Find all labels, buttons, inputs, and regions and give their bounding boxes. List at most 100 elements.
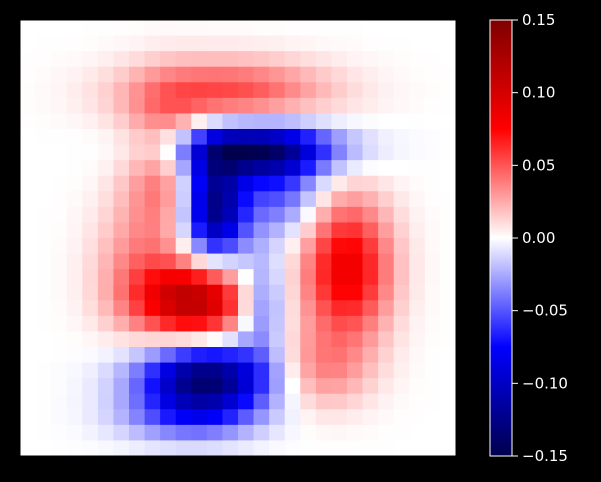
heatmap-cell [144, 206, 161, 223]
heatmap-cell [175, 35, 192, 52]
heatmap-cell [362, 284, 379, 301]
heatmap-cell [378, 175, 395, 192]
heatmap-cell [331, 393, 348, 410]
heatmap-cell [347, 424, 363, 441]
heatmap-cell [175, 129, 192, 145]
heatmap-cell [409, 191, 426, 208]
heatmap-cell [35, 424, 52, 441]
heatmap-cell [222, 331, 239, 348]
heatmap-cell [378, 424, 395, 441]
heatmap-cell [362, 424, 379, 441]
heatmap-cell [82, 222, 99, 239]
heatmap-cell [269, 51, 286, 68]
heatmap-cell [82, 269, 99, 286]
heatmap-cell [269, 269, 286, 286]
heatmap-frame [19, 19, 457, 457]
heatmap-cell [82, 284, 99, 301]
heatmap-cell [440, 20, 457, 36]
heatmap-cell [393, 409, 410, 426]
heatmap-cell [66, 20, 83, 36]
heatmap-cell [315, 191, 332, 208]
heatmap-cell [191, 113, 208, 130]
heatmap-cell [362, 300, 379, 317]
heatmap-cell [51, 113, 68, 130]
heatmap-cell [253, 331, 270, 348]
heatmap-cell [409, 409, 426, 426]
heatmap-cell [362, 113, 379, 130]
heatmap-cell [97, 284, 114, 301]
heatmap-cell [253, 20, 270, 36]
heatmap-cell [113, 300, 130, 317]
heatmap-cell [440, 160, 457, 177]
heatmap-cell [409, 440, 426, 457]
heatmap-cell [66, 97, 83, 114]
heatmap-cell [253, 35, 270, 52]
heatmap-cell [129, 378, 145, 395]
heatmap-cell [409, 82, 426, 99]
heatmap-cell [129, 424, 145, 441]
heatmap-cell [300, 238, 317, 254]
heatmap-cell [253, 206, 270, 223]
heatmap-cell [206, 97, 223, 114]
heatmap-cell [82, 97, 99, 114]
heatmap-cell [113, 129, 130, 145]
heatmap-cell [51, 424, 68, 441]
colorbar-tick-label: −0.10 [522, 374, 568, 392]
heatmap-cell [206, 300, 223, 317]
heatmap-cell [300, 362, 317, 379]
heatmap-cell [253, 409, 270, 426]
heatmap-cell [144, 347, 161, 363]
heatmap-cell [347, 331, 363, 348]
heatmap-cell [160, 144, 177, 161]
heatmap-cell [284, 269, 301, 286]
heatmap-cell [160, 35, 177, 52]
heatmap-cell [35, 378, 52, 395]
heatmap-cell [113, 191, 130, 208]
heatmap-cell [66, 393, 83, 410]
colorbar-tick-label: −0.05 [522, 302, 568, 320]
heatmap-cell [144, 222, 161, 239]
heatmap-cell [35, 300, 52, 317]
heatmap-cell [144, 191, 161, 208]
heatmap-cell [269, 160, 286, 177]
heatmap-cell [284, 97, 301, 114]
heatmap-cell [238, 35, 254, 52]
heatmap-cell [66, 82, 83, 99]
heatmap-cell [66, 222, 83, 239]
heatmap-cell [253, 284, 270, 301]
heatmap-cell [191, 393, 208, 410]
heatmap-cell [315, 20, 332, 36]
heatmap-cell [284, 378, 301, 395]
heatmap-cell [393, 284, 410, 301]
heatmap-cell [269, 20, 286, 36]
heatmap-cell [129, 66, 145, 83]
heatmap-cell [269, 315, 286, 332]
heatmap-cell [206, 424, 223, 441]
heatmap-cell [284, 66, 301, 83]
heatmap-cell [284, 160, 301, 177]
heatmap-cell [191, 315, 208, 332]
heatmap-cell [20, 284, 36, 301]
heatmap-cell [82, 160, 99, 177]
heatmap-cell [206, 35, 223, 52]
heatmap-cell [315, 300, 332, 317]
heatmap-cell [300, 20, 317, 36]
heatmap-cell [284, 440, 301, 457]
heatmap-cell [300, 347, 317, 363]
heatmap-cell [269, 331, 286, 348]
heatmap-cell [160, 206, 177, 223]
heatmap-cell [175, 113, 192, 130]
heatmap-cell [222, 347, 239, 363]
heatmap-cell [315, 222, 332, 239]
heatmap-cell [82, 20, 99, 36]
heatmap-cell [66, 300, 83, 317]
heatmap-cell [191, 378, 208, 395]
heatmap-cell [175, 160, 192, 177]
heatmap-cell [35, 35, 52, 52]
heatmap-cell [424, 440, 441, 457]
heatmap-cell [331, 97, 348, 114]
heatmap-cell [97, 222, 114, 239]
heatmap-cell [160, 238, 177, 254]
heatmap-cell [51, 66, 68, 83]
heatmap-cell [82, 35, 99, 52]
